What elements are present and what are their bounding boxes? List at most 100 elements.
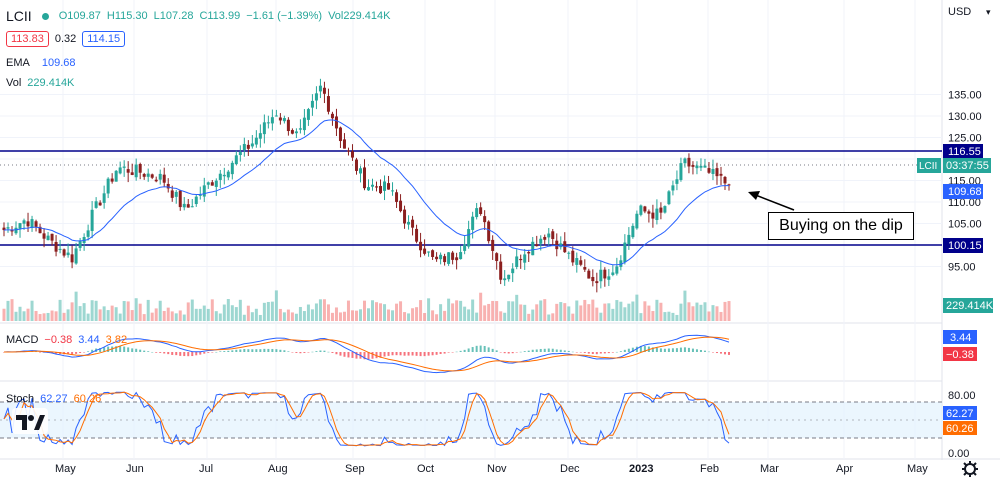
macd-bar (155, 352, 158, 353)
macd-bar (543, 348, 546, 352)
volume-bar (102, 306, 106, 321)
volume-bar (703, 302, 707, 321)
macd-bar (527, 350, 530, 352)
candle (431, 249, 435, 260)
ema-legend[interactable]: EMA 109.68 (6, 57, 76, 69)
annotation-label[interactable]: Buying on the dip (768, 212, 914, 240)
candle (599, 261, 603, 289)
bid-price[interactable]: 113.83 (6, 31, 49, 47)
volume-bar (503, 312, 507, 321)
volume-bar (447, 298, 451, 321)
macd-bar (555, 349, 558, 352)
stoch-k-tag (943, 406, 977, 420)
volume-bar (238, 299, 242, 321)
volume-bar (671, 312, 675, 321)
candle (571, 246, 575, 266)
candle (26, 212, 30, 232)
volume-bar (383, 304, 387, 321)
volume-bar (595, 307, 599, 321)
macd-bar (279, 349, 282, 352)
macd-bar (567, 350, 570, 352)
ask-price[interactable]: 114.15 (82, 31, 126, 47)
volume-bar (467, 309, 471, 321)
volume-tag-text: 229.414K (946, 300, 994, 312)
volume-bar (258, 314, 262, 321)
macd-bar (507, 352, 510, 354)
candle (407, 215, 411, 230)
candle (579, 255, 583, 267)
macd-bar (591, 352, 594, 354)
candle (703, 158, 707, 168)
volume-tag (943, 298, 993, 313)
macd-bar (291, 352, 294, 353)
stoch-legend[interactable]: Stoch 62.27 60.26 (6, 393, 101, 405)
volume-bar (34, 310, 38, 321)
candle (435, 252, 439, 262)
volume-bar (210, 299, 214, 321)
candle (346, 147, 350, 156)
time-tick-10: Mar (760, 463, 779, 475)
time-tick-4: Sep (345, 463, 365, 475)
macd-bar (307, 352, 310, 353)
macd-bar (83, 352, 86, 353)
symbol-name[interactable]: LCII (6, 8, 32, 24)
macd-bar (187, 352, 190, 357)
candle (503, 270, 507, 286)
settings-gear-icon[interactable] (962, 461, 978, 477)
tradingview-logo-icon[interactable] (12, 408, 48, 434)
volume-bar (531, 309, 535, 321)
time-tick-6: Nov (487, 463, 507, 475)
volume-bar (435, 314, 439, 321)
macd-tag-a-text: 3.44 (950, 332, 971, 344)
candle (350, 144, 354, 161)
macd-bar (619, 351, 622, 352)
macd-bar (67, 352, 70, 355)
candle (90, 201, 94, 239)
volume-bar (555, 303, 559, 321)
candle (154, 176, 158, 183)
dropdown-caret[interactable]: ▾ (986, 7, 991, 17)
volume-bar (198, 308, 202, 321)
volume-bar (202, 305, 206, 321)
time-axis[interactable]: May Jun Jul Aug Sep Oct Nov Dec 2023 Feb Mar Apr May (55, 463, 928, 475)
candle (278, 113, 282, 125)
lower-line-tag-text: 100.15 (948, 240, 982, 252)
macd-bar (719, 352, 722, 354)
ema-tag-text: 109.68 (948, 186, 982, 198)
candle (651, 204, 655, 228)
volume-bar (651, 311, 655, 321)
candle (194, 194, 198, 207)
macd-bar (167, 352, 170, 355)
candle (647, 209, 651, 223)
macd-bar (231, 350, 234, 352)
ema-label: EMA (6, 57, 30, 69)
macd-bar (723, 352, 726, 355)
annotation-arrowhead (748, 191, 760, 200)
candle (631, 223, 635, 239)
ohlc-close: C113.99 (199, 10, 241, 22)
candle (443, 253, 447, 266)
macd-bar (455, 351, 458, 353)
candle (242, 137, 246, 157)
macd-bar (703, 350, 706, 352)
macd-bar (303, 352, 306, 353)
volume-bar (98, 309, 102, 321)
upper-line-tag-text: 116.55 (948, 146, 981, 158)
macd-bar (583, 352, 586, 353)
candle (230, 160, 234, 180)
symbol-legend[interactable]: LCII O109.87 H115.30 L107.28 C113.99 −1.… (6, 8, 390, 24)
volume-bar (495, 301, 499, 321)
macd-bar (419, 352, 422, 357)
candle (491, 235, 495, 260)
currency-label[interactable]: USD (948, 6, 971, 18)
volume-bar (491, 300, 495, 321)
candle (210, 179, 214, 186)
volume-bar (707, 311, 711, 321)
time-tick-0: May (55, 463, 76, 475)
volume-legend[interactable]: Vol 229.414K (6, 77, 74, 89)
volume-bar (603, 303, 607, 321)
macd-bar (491, 348, 494, 352)
macd-legend[interactable]: MACD −0.38 3.44 3.82 (6, 334, 127, 346)
macd-bar (331, 352, 334, 353)
